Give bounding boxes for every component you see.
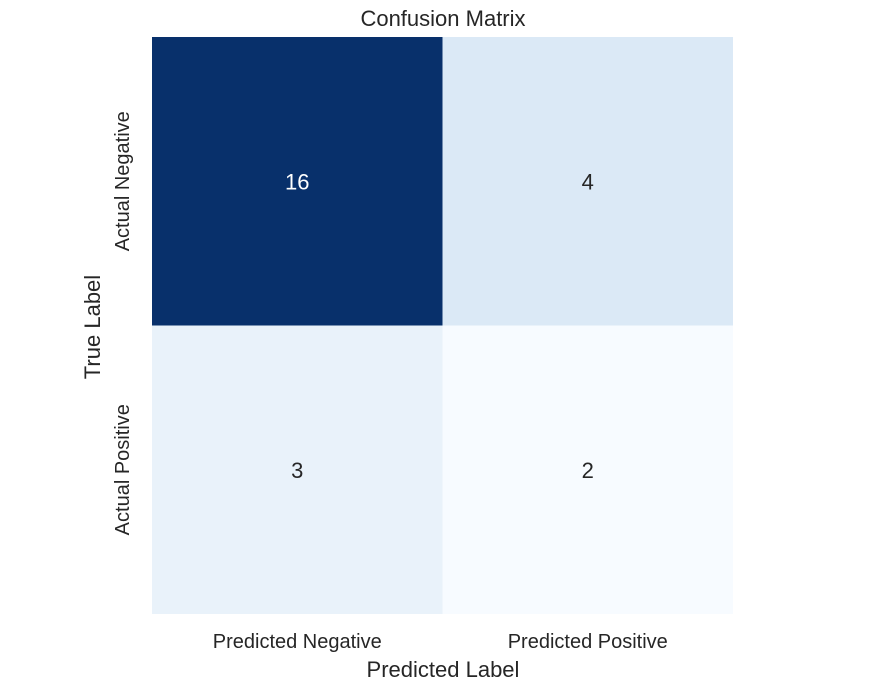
- y-tick-labels: Actual Negative Actual Positive: [112, 111, 134, 535]
- y-tick-label-0: Actual Negative: [112, 111, 134, 251]
- x-tick-label-1: Predicted Positive: [508, 631, 668, 653]
- heatmap-cell-r0-c0: [152, 37, 443, 326]
- x-tick-labels: Predicted Negative Predicted Positive: [213, 631, 668, 653]
- heatmap-cell-labels: 16 4 3 2: [285, 169, 594, 483]
- cell-value-r1-c0: 3: [291, 458, 303, 483]
- y-tick-label-1: Actual Positive: [112, 404, 134, 535]
- heatmap-cell-r0-c1: [442, 37, 733, 326]
- x-axis-label: Predicted Label: [367, 657, 520, 682]
- x-tick-label-0: Predicted Negative: [213, 631, 382, 653]
- cell-value-r0-c0: 16: [285, 169, 309, 194]
- y-axis-label: True Label: [80, 275, 105, 379]
- cell-value-r0-c1: 4: [582, 169, 594, 194]
- chart-title: Confusion Matrix: [360, 6, 525, 31]
- heatmap-cell-r1-c1: [442, 325, 733, 614]
- cell-value-r1-c1: 2: [582, 458, 594, 483]
- heatmap-cell-r1-c0: [152, 325, 443, 614]
- heatmap-cells: [152, 37, 733, 614]
